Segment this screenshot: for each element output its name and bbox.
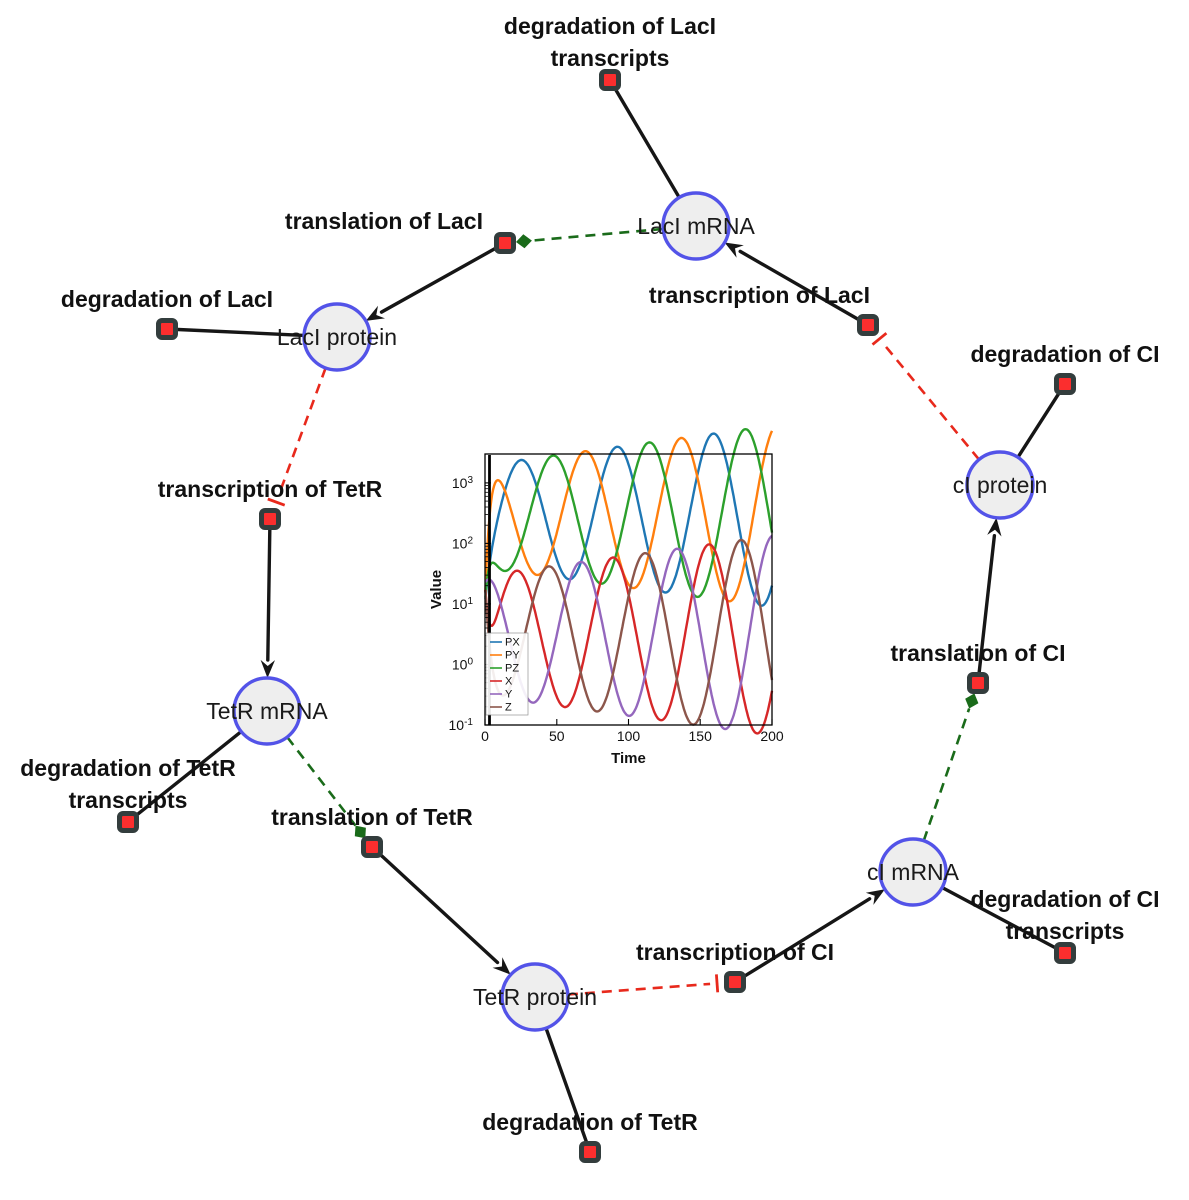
svg-text:transcription of CI: transcription of CI [636, 939, 834, 965]
svg-text:LacI protein: LacI protein [277, 324, 397, 350]
svg-text:0: 0 [481, 728, 489, 744]
svg-text:transcription of TetR: transcription of TetR [158, 476, 383, 502]
svg-text:transcription of LacI: transcription of LacI [649, 282, 870, 308]
svg-text:100: 100 [452, 656, 474, 673]
svg-text:Time: Time [611, 750, 646, 767]
svg-text:transcripts: transcripts [1006, 918, 1125, 944]
svg-text:Y: Y [505, 688, 513, 700]
svg-text:PX: PX [505, 636, 520, 648]
svg-text:TetR mRNA: TetR mRNA [206, 698, 328, 724]
svg-text:cI mRNA: cI mRNA [867, 859, 960, 885]
svg-text:X: X [505, 675, 513, 687]
svg-text:translation of TetR: translation of TetR [271, 804, 473, 830]
svg-text:PY: PY [505, 649, 520, 661]
svg-text:cI protein: cI protein [953, 472, 1048, 498]
svg-text:TetR protein: TetR protein [473, 984, 597, 1010]
svg-text:100: 100 [617, 728, 641, 744]
svg-text:Z: Z [505, 701, 512, 713]
svg-text:200: 200 [760, 728, 784, 744]
svg-text:transcripts: transcripts [551, 45, 670, 71]
svg-text:translation of LacI: translation of LacI [285, 208, 483, 234]
svg-text:degradation of LacI: degradation of LacI [61, 286, 273, 312]
svg-text:translation of CI: translation of CI [890, 640, 1065, 666]
svg-text:degradation of CI: degradation of CI [970, 341, 1159, 367]
svg-text:10-1: 10-1 [449, 717, 474, 734]
svg-text:50: 50 [549, 728, 565, 744]
svg-text:degradation of TetR: degradation of TetR [482, 1109, 698, 1135]
svg-text:150: 150 [689, 728, 713, 744]
svg-text:102: 102 [452, 535, 474, 552]
svg-text:degradation of TetR: degradation of TetR [20, 755, 236, 781]
svg-text:PZ: PZ [505, 662, 519, 674]
svg-text:transcripts: transcripts [69, 787, 188, 813]
svg-text:103: 103 [452, 474, 474, 491]
svg-text:LacI mRNA: LacI mRNA [637, 213, 755, 239]
svg-text:Value: Value [428, 570, 445, 609]
svg-text:101: 101 [452, 595, 474, 612]
svg-text:degradation of CI: degradation of CI [970, 886, 1159, 912]
svg-text:degradation of LacI: degradation of LacI [504, 13, 716, 39]
